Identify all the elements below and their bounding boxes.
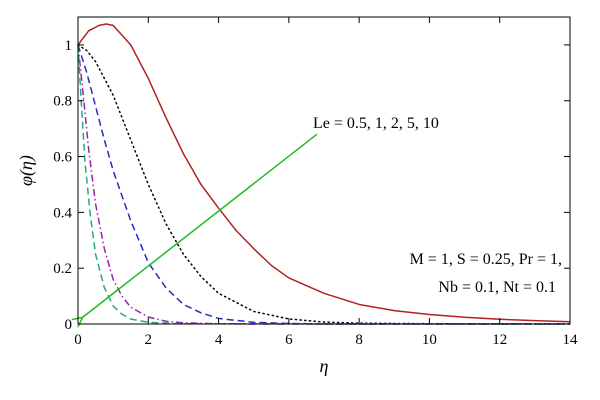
x-tick-label: 8 bbox=[355, 332, 363, 348]
x-tick-label: 2 bbox=[145, 332, 153, 348]
series-layer bbox=[77, 23, 571, 325]
y-tick-label: 0 bbox=[65, 317, 73, 333]
params-line-2: Nb = 0.1, Nt = 0.1 bbox=[438, 279, 556, 296]
ticks-layer: 0 2 4 6 8 10 12 14 0 0.2 0.4 0.6 0.8 1 bbox=[53, 17, 578, 348]
x-axis-label: η bbox=[320, 356, 329, 376]
series-line-2 bbox=[77, 44, 571, 325]
x-tick-label: 12 bbox=[492, 332, 507, 348]
x-tick-label: 4 bbox=[215, 332, 223, 348]
x-tick-label: 6 bbox=[285, 332, 293, 348]
le-annotation: Le = 0.5, 1, 2, 5, 10 bbox=[313, 115, 439, 132]
y-tick-label: 0.8 bbox=[53, 94, 72, 110]
x-tick-label: 0 bbox=[74, 332, 82, 348]
series-line-4 bbox=[77, 44, 570, 325]
series-line-1 bbox=[77, 23, 571, 323]
y-tick-label: 0.2 bbox=[53, 261, 72, 277]
y-tick-label: 1 bbox=[65, 38, 73, 54]
x-tick-label: 14 bbox=[563, 332, 579, 348]
plot-frame bbox=[77, 16, 571, 325]
y-tick-label: 0.4 bbox=[53, 205, 72, 221]
y-tick-label: 0.6 bbox=[53, 150, 72, 166]
le-arrow bbox=[82, 133, 318, 318]
y-axis-label: φ(η) bbox=[16, 155, 37, 186]
params-line-1: M = 1, S = 0.25, Pr = 1, bbox=[410, 251, 562, 268]
x-tick-label: 10 bbox=[422, 332, 437, 348]
arrow-layer bbox=[82, 133, 318, 318]
